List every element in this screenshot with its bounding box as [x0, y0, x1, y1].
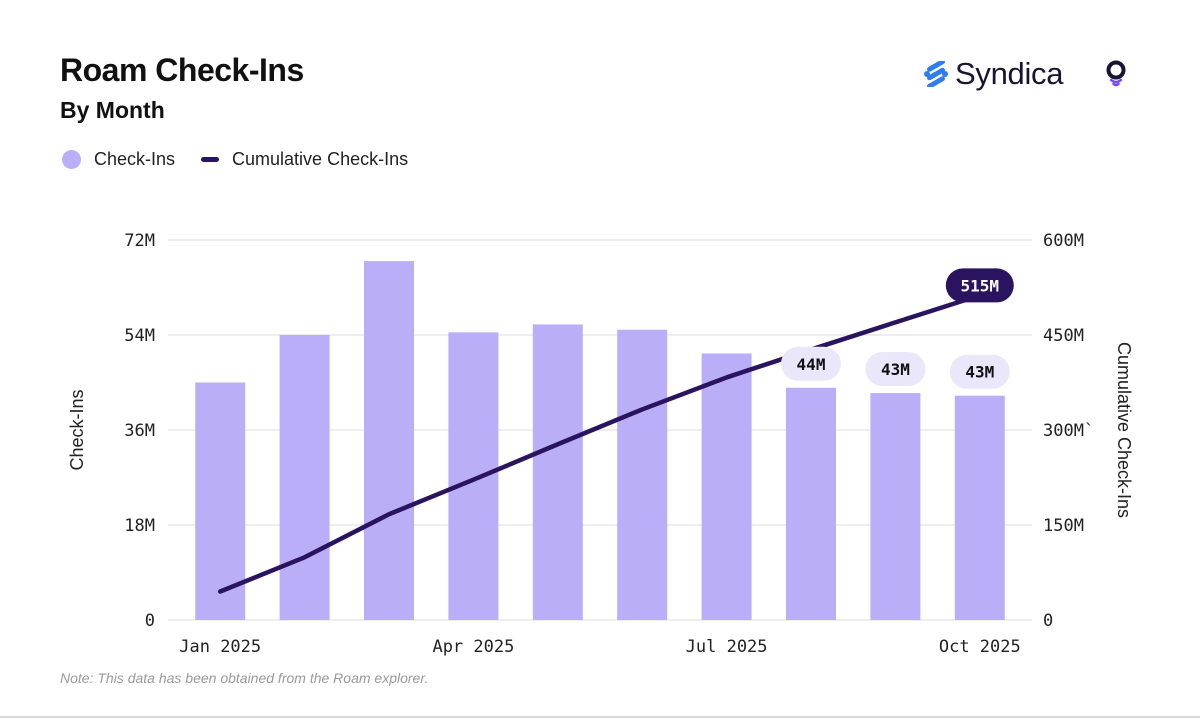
legend-bar-label: Check-Ins	[94, 149, 176, 169]
bar-jun-2025	[617, 329, 668, 620]
bar-may-2025	[532, 324, 583, 620]
syndica-logo-icon	[924, 61, 948, 87]
data-label-text: 43M	[965, 363, 994, 382]
legend: Check-Ins Cumulative Check-Ins	[62, 149, 408, 170]
data-label-pill	[865, 352, 926, 387]
legend-bar-swatch	[62, 150, 81, 169]
footnote: Note: This data has been obtained from t…	[60, 670, 429, 686]
bar-jan-2025	[195, 382, 246, 620]
data-label-pill	[781, 346, 841, 381]
legend-line-swatch	[201, 157, 220, 162]
data-label-pill	[945, 268, 1014, 303]
x-tick-label: Jul 2025	[686, 637, 768, 657]
y2-axis-title: Cumulative Check-Ins	[1114, 342, 1134, 518]
x-tick-label: Jan 2025	[179, 637, 261, 657]
data-label-text: 44M	[797, 355, 826, 374]
bar-series	[195, 261, 1005, 620]
y-axis-title: Check-Ins	[67, 389, 87, 470]
cumulative-line	[217, 293, 983, 594]
y-tick-label: 18M	[124, 516, 155, 536]
data-label-text: 43M	[881, 360, 910, 379]
bottom-divider	[0, 716, 1200, 718]
bar-jul-2025	[701, 353, 752, 620]
brand: Syndica	[923, 56, 1063, 92]
x-tick-label: Apr 2025	[432, 637, 514, 657]
y2-tick-label: 150M	[1043, 516, 1084, 536]
data-label-checkins: 43M	[949, 354, 1010, 389]
bar-aug-2025	[786, 387, 836, 620]
data-label-text: 515M	[961, 276, 1000, 295]
legend-line-label: Cumulative Check-Ins	[232, 149, 409, 169]
y-tick-label: 72M	[124, 231, 155, 251]
axis-ticks: 0 18M 36M 54M 72M 0 150M 300M` 450M 600M Jan 2025 A…	[124, 231, 1094, 657]
y2-tick-label: 600M	[1043, 231, 1084, 251]
chart-subtitle: By Month	[60, 97, 165, 123]
y2-tick-label: 300M`	[1043, 421, 1094, 441]
brand-name: Syndica	[955, 56, 1064, 91]
y-tick-label: 54M	[124, 326, 155, 346]
bar-sep-2025	[870, 393, 921, 620]
chart-title: Roam Check-Ins	[60, 52, 304, 88]
bar-mar-2025	[364, 261, 414, 620]
bar-apr-2025	[448, 332, 499, 620]
roam-logo-icon	[1106, 60, 1126, 87]
y2-tick-label: 0	[1043, 611, 1053, 631]
y-tick-label: 36M	[124, 421, 155, 441]
y2-tick-label: 450M	[1043, 326, 1084, 346]
x-tick-label: Oct 2025	[939, 637, 1021, 657]
data-labels: 44M 43M 43M 515M	[781, 268, 1014, 389]
bar-oct-2025	[954, 395, 1005, 620]
line-series	[217, 293, 983, 594]
y-tick-label: 0	[145, 611, 155, 631]
data-label-cumulative: 515M	[945, 268, 1014, 303]
data-label-checkins: 44M	[781, 346, 841, 381]
data-label-checkins: 43M	[865, 352, 926, 387]
data-label-pill	[949, 354, 1010, 389]
bar-feb-2025	[279, 335, 330, 620]
